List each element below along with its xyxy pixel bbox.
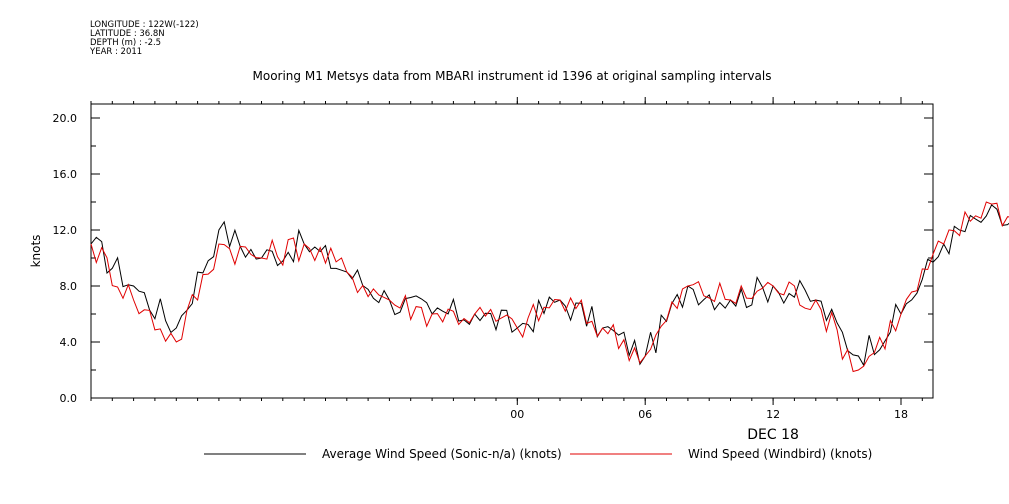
- chart-title: Mooring M1 Metsys data from MBARI instru…: [253, 69, 772, 83]
- x-tick-label: 18: [894, 408, 908, 421]
- y-tick-label: 16.0: [53, 168, 78, 181]
- plot-frame: [90, 103, 934, 399]
- legend-label-sonic: Average Wind Speed (Sonic-n/a) (knots): [322, 447, 562, 461]
- day-label: DEC 18: [747, 427, 799, 443]
- longitude-text: LONGITUDE : 122W(-122): [90, 20, 199, 30]
- legend: Average Wind Speed (Sonic-n/a) (knots) W…: [204, 447, 872, 461]
- x-tick-label: 06: [638, 408, 652, 421]
- x-tick-label: 00: [510, 408, 524, 421]
- y-axis-label: knots: [29, 235, 43, 268]
- y-tick-label: 0.0: [60, 392, 78, 405]
- legend-label-windbird: Wind Speed (Windbird) (knots): [688, 447, 872, 461]
- x-tick-labels: 0006121800061218000612180006121800061218…: [510, 408, 908, 421]
- y-tick-label: 20.0: [53, 112, 78, 125]
- y-tick-label: 4.0: [60, 336, 78, 349]
- y-tick-label: 12.0: [53, 224, 78, 237]
- series-line-windbird: [90, 201, 1009, 373]
- year-text: YEAR : 2011: [90, 47, 143, 57]
- y-tick-labels: 0.0 4.0 8.0 12.0 16.0 20.0: [53, 112, 78, 405]
- x-tick-label: 12: [766, 408, 780, 421]
- axis-ticks: [90, 97, 933, 405]
- series-lines: [90, 201, 1009, 373]
- metadata-block: LONGITUDE : 122W(-122) LATITUDE : 36.8N …: [90, 21, 199, 57]
- depth-text: DEPTH (m) : -2.5: [90, 38, 162, 48]
- y-tick-label: 8.0: [60, 280, 78, 293]
- latitude-text: LATITUDE : 36.8N: [90, 29, 165, 39]
- series-line-sonic: [90, 204, 1009, 367]
